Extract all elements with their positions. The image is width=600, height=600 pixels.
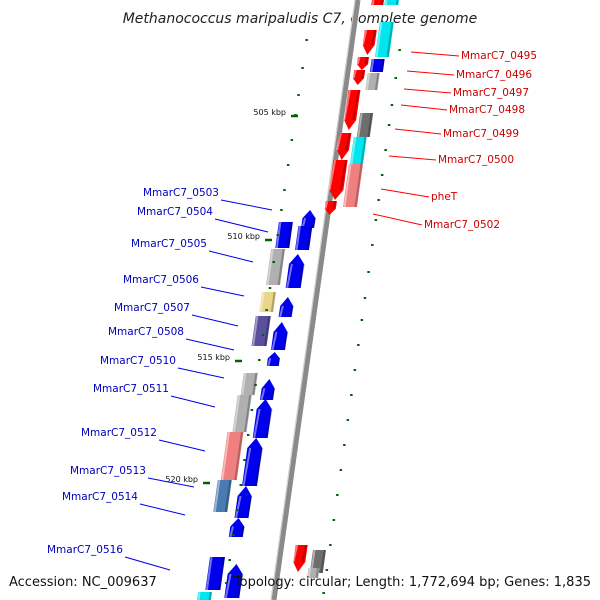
gene-feature-left-17[interactable] — [234, 486, 253, 519]
gene-feature-right-11[interactable] — [350, 136, 367, 165]
gene-label-left[interactable]: MmarC7_0513 — [70, 465, 146, 477]
gene-feature-right-12[interactable] — [328, 159, 348, 200]
gene-label-right[interactable]: MmarC7_0502 — [424, 219, 500, 231]
gene-feature-left-12[interactable] — [232, 394, 252, 433]
gene-feature-right-10[interactable] — [336, 132, 352, 160]
gene-feature-left-18[interactable] — [228, 518, 245, 538]
gene-feature-right-lower-2[interactable] — [307, 567, 320, 579]
tick-label: 515 kbp — [197, 353, 230, 362]
gene-label-left[interactable]: MmarC7_0511 — [93, 383, 169, 395]
gene-label-right[interactable]: MmarC7_0498 — [449, 104, 525, 116]
gene-feature-left-5[interactable] — [259, 291, 277, 313]
gene-feature-right-lower-0[interactable] — [292, 544, 308, 572]
label-leader-line — [177, 367, 225, 379]
gene-feature-right-7[interactable] — [365, 72, 380, 91]
gene-label-right[interactable]: MmarC7_0496 — [456, 69, 532, 81]
sequence-backbone-highlight — [270, 0, 356, 600]
gene-feature-right-14[interactable] — [324, 200, 337, 215]
gene-label-left[interactable]: MmarC7_0504 — [137, 206, 213, 218]
gene-label-left[interactable]: MmarC7_0503 — [143, 187, 219, 199]
gene-label-left[interactable]: MmarC7_0510 — [100, 355, 176, 367]
label-leader-line — [220, 199, 273, 211]
gene-feature-left-16[interactable] — [213, 479, 232, 513]
gene-feature-right-2[interactable] — [361, 29, 377, 55]
gene-feature-left-14[interactable] — [220, 431, 244, 481]
gene-feature-right-0[interactable] — [371, 0, 384, 6]
gene-feature-right-5[interactable] — [369, 58, 385, 73]
gene-feature-right-13[interactable] — [343, 163, 363, 208]
gene-feature-left-9[interactable] — [266, 352, 281, 367]
gene-feature-right-6[interactable] — [352, 69, 366, 85]
gene-label-right[interactable]: pheT — [431, 191, 458, 203]
label-leader-line — [139, 503, 186, 516]
gene-label-right[interactable]: MmarC7_0500 — [438, 154, 514, 166]
gene-feature-left-8[interactable] — [271, 322, 289, 351]
gene-feature-right-8[interactable] — [343, 89, 361, 130]
gene-feature-right-9[interactable] — [356, 112, 374, 138]
label-leader-line — [124, 556, 171, 571]
gene-feature-left-3[interactable] — [266, 248, 286, 286]
label-leader-line — [406, 70, 455, 76]
label-leader-line — [388, 155, 437, 161]
genome-map-layer: 505 kbp 510 kbp 515 kbp 520 kbp MmarC7_0495 M… — [47, 0, 537, 600]
label-leader-line — [394, 128, 442, 135]
label-leader-line — [214, 218, 269, 233]
label-leader-line — [170, 395, 216, 408]
accession-text: Accession: NC_009637 — [9, 575, 157, 590]
gene-label-right[interactable]: MmarC7_0495 — [461, 50, 537, 62]
tick-label: 520 kbp — [165, 475, 198, 484]
gene-feature-left-4[interactable] — [285, 254, 305, 289]
label-leader-line — [380, 188, 430, 198]
tick-label: 510 kbp — [227, 232, 260, 241]
gene-feature-left-0[interactable] — [301, 210, 317, 229]
gene-feature-left-20[interactable] — [224, 564, 244, 599]
gene-label-left[interactable]: MmarC7_0506 — [123, 274, 199, 286]
label-leader-line — [158, 439, 206, 452]
genome-summary-text: Topology: circular; Length: 1,772,694 bp… — [233, 575, 591, 590]
sequence-backbone — [271, 0, 361, 600]
label-leader-line — [200, 286, 245, 297]
label-leader-line — [410, 51, 460, 57]
gene-label-left[interactable]: MmarC7_0508 — [108, 326, 184, 338]
gene-label-left[interactable]: MmarC7_0507 — [114, 302, 190, 314]
label-leader-line — [147, 477, 195, 488]
gene-label-right[interactable]: MmarC7_0499 — [443, 128, 519, 140]
label-leader-line — [372, 213, 423, 226]
label-leader-line — [208, 250, 254, 263]
page-title: Methanococcus maripaludis C7, complete g… — [123, 11, 478, 27]
gene-feature-left-7[interactable] — [251, 315, 271, 347]
label-leader-line — [403, 88, 452, 94]
gene-feature-right-1[interactable] — [384, 0, 399, 6]
gene-label-left[interactable]: MmarC7_0505 — [131, 238, 207, 250]
gene-label-left[interactable]: MmarC7_0514 — [62, 491, 138, 503]
gene-label-left[interactable]: MmarC7_0516 — [47, 544, 123, 556]
gene-feature-left-6[interactable] — [278, 297, 294, 318]
label-leader-line — [191, 314, 239, 327]
gene-feature-left-13[interactable] — [252, 399, 273, 439]
gene-feature-right-4[interactable] — [356, 56, 369, 70]
gene-feature-left-2[interactable] — [295, 225, 313, 251]
label-leader-line — [400, 104, 448, 111]
gene-feature-left-11[interactable] — [260, 379, 276, 401]
tick-label: 505 kbp — [253, 108, 286, 117]
label-leader-line — [185, 338, 235, 351]
gene-feature-left-19[interactable] — [205, 556, 225, 591]
gene-feature-right-3[interactable] — [375, 21, 394, 58]
gene-feature-left-21[interactable] — [197, 591, 213, 600]
gene-feature-left-15[interactable] — [242, 438, 264, 487]
gene-label-left[interactable]: MmarC7_0512 — [81, 427, 157, 439]
gene-label-right[interactable]: MmarC7_0497 — [453, 87, 529, 99]
